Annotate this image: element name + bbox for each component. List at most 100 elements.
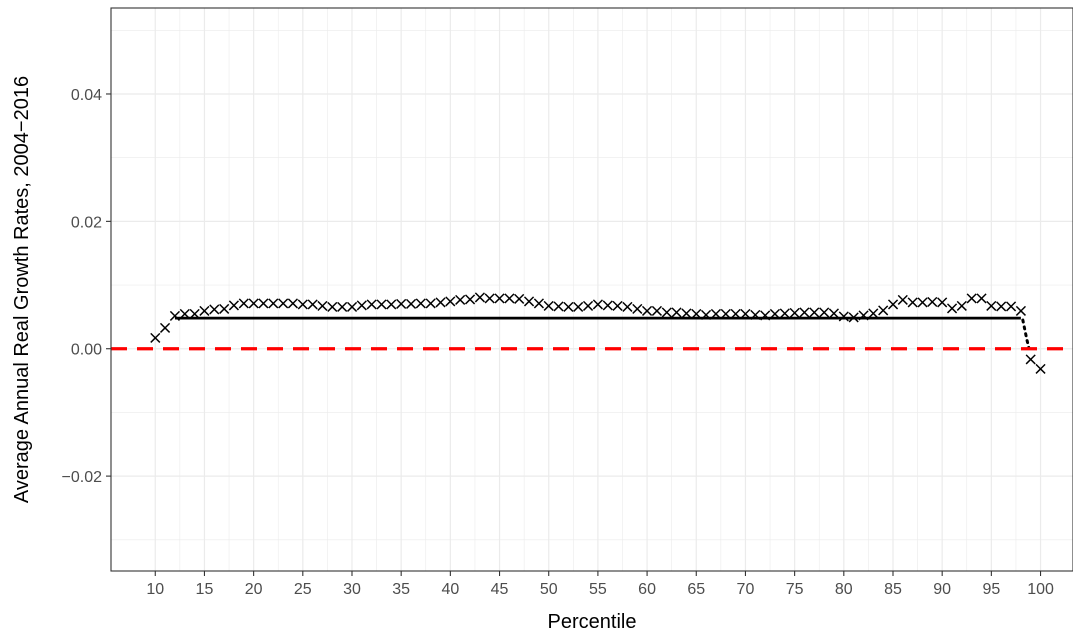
data-point: × <box>984 295 999 316</box>
data-point: × <box>217 299 232 320</box>
data-point: × <box>1003 296 1018 317</box>
data-point: × <box>738 304 753 325</box>
plot-panel <box>111 8 1073 571</box>
dotted-fit-line <box>1021 318 1031 349</box>
x-tick-label: 70 <box>737 581 755 598</box>
y-tick-label: 0.02 <box>71 214 102 231</box>
data-point: × <box>492 288 507 309</box>
x-tick-label: 20 <box>245 581 263 598</box>
data-point: × <box>699 304 714 325</box>
data-point: × <box>167 306 182 327</box>
data-point: × <box>364 294 379 315</box>
x-tick-label: 60 <box>638 581 656 598</box>
x-tick-label: 45 <box>491 581 509 598</box>
plot-border <box>110 7 1073 572</box>
data-point: × <box>728 304 743 325</box>
data-point: × <box>443 291 458 312</box>
data-point: × <box>581 295 596 316</box>
x-tick-label: 80 <box>835 581 853 598</box>
x-tick-label: 50 <box>540 581 558 598</box>
data-point: × <box>689 304 704 325</box>
y-tick-label: 0.04 <box>71 87 102 104</box>
data-point: × <box>394 294 409 315</box>
data-point: × <box>148 327 163 348</box>
data-point: × <box>453 290 468 311</box>
data-point: × <box>679 303 694 324</box>
x-tick-label: 35 <box>392 581 410 598</box>
data-point: × <box>187 304 202 325</box>
data-point: × <box>335 297 350 318</box>
data-point: × <box>826 303 841 324</box>
data-point: × <box>413 293 428 314</box>
data-point: × <box>226 295 241 316</box>
data-point: × <box>571 297 586 318</box>
x-tick-label: 40 <box>441 581 459 598</box>
data-point: × <box>295 294 310 315</box>
data-point: × <box>836 306 851 327</box>
data-point: × <box>482 288 497 309</box>
data-point: × <box>787 302 802 323</box>
data-point: × <box>276 293 291 314</box>
data-point: × <box>590 294 605 315</box>
data-point: × <box>197 301 212 322</box>
data-point: × <box>718 304 733 325</box>
data-point: × <box>315 295 330 316</box>
data-point: × <box>433 292 448 313</box>
data-point: × <box>954 295 969 316</box>
data-points: ××××××××××××××××××××××××××××××××××××××××… <box>148 287 1048 379</box>
y-tick-label: 0.00 <box>71 342 102 359</box>
x-tick-label: 65 <box>687 581 705 598</box>
x-tick-label: 15 <box>196 581 214 598</box>
data-point: × <box>758 305 773 326</box>
x-tick-label: 95 <box>982 581 1000 598</box>
data-point: × <box>1013 301 1028 322</box>
data-point: × <box>748 304 763 325</box>
data-point: × <box>797 302 812 323</box>
data-point: × <box>630 299 645 320</box>
data-point: × <box>974 288 989 309</box>
data-point: × <box>708 304 723 325</box>
data-point: × <box>915 292 930 313</box>
data-point: × <box>285 293 300 314</box>
x-tick-label: 25 <box>294 581 312 598</box>
data-point: × <box>531 293 546 314</box>
data-point: × <box>344 297 359 318</box>
y-axis-title: Average Annual Real Growth Rates, 2004−2… <box>11 76 33 503</box>
x-tick-label: 85 <box>884 581 902 598</box>
data-point: × <box>964 288 979 309</box>
x-tick-label: 75 <box>786 581 804 598</box>
data-point: × <box>177 304 192 325</box>
data-point: × <box>669 302 684 323</box>
data-point: × <box>158 318 173 339</box>
grid <box>111 8 1073 571</box>
data-point: × <box>305 294 320 315</box>
x-tick-label: 100 <box>1027 581 1054 598</box>
data-point: × <box>640 301 655 322</box>
data-point: × <box>512 288 527 309</box>
data-point: × <box>777 303 792 324</box>
x-tick-label: 90 <box>933 581 951 598</box>
x-tick-label: 55 <box>589 581 607 598</box>
data-point: × <box>502 288 517 309</box>
data-point: × <box>472 287 487 308</box>
x-tick-label: 30 <box>343 581 361 598</box>
data-point: × <box>659 302 674 323</box>
data-point: × <box>856 305 871 326</box>
data-point: × <box>866 303 881 324</box>
data-point: × <box>423 293 438 314</box>
data-point: × <box>403 294 418 315</box>
data-point: × <box>561 297 576 318</box>
data-point: × <box>1023 349 1038 370</box>
data-point: × <box>925 292 940 313</box>
data-point: × <box>1033 358 1048 379</box>
data-point: × <box>885 294 900 315</box>
data-point: × <box>384 294 399 315</box>
data-point: × <box>620 297 635 318</box>
reference-lines <box>111 316 1073 351</box>
data-point: × <box>846 307 861 328</box>
data-point: × <box>649 301 664 322</box>
data-point: × <box>610 295 625 316</box>
x-axis-title: Percentile <box>548 611 637 633</box>
